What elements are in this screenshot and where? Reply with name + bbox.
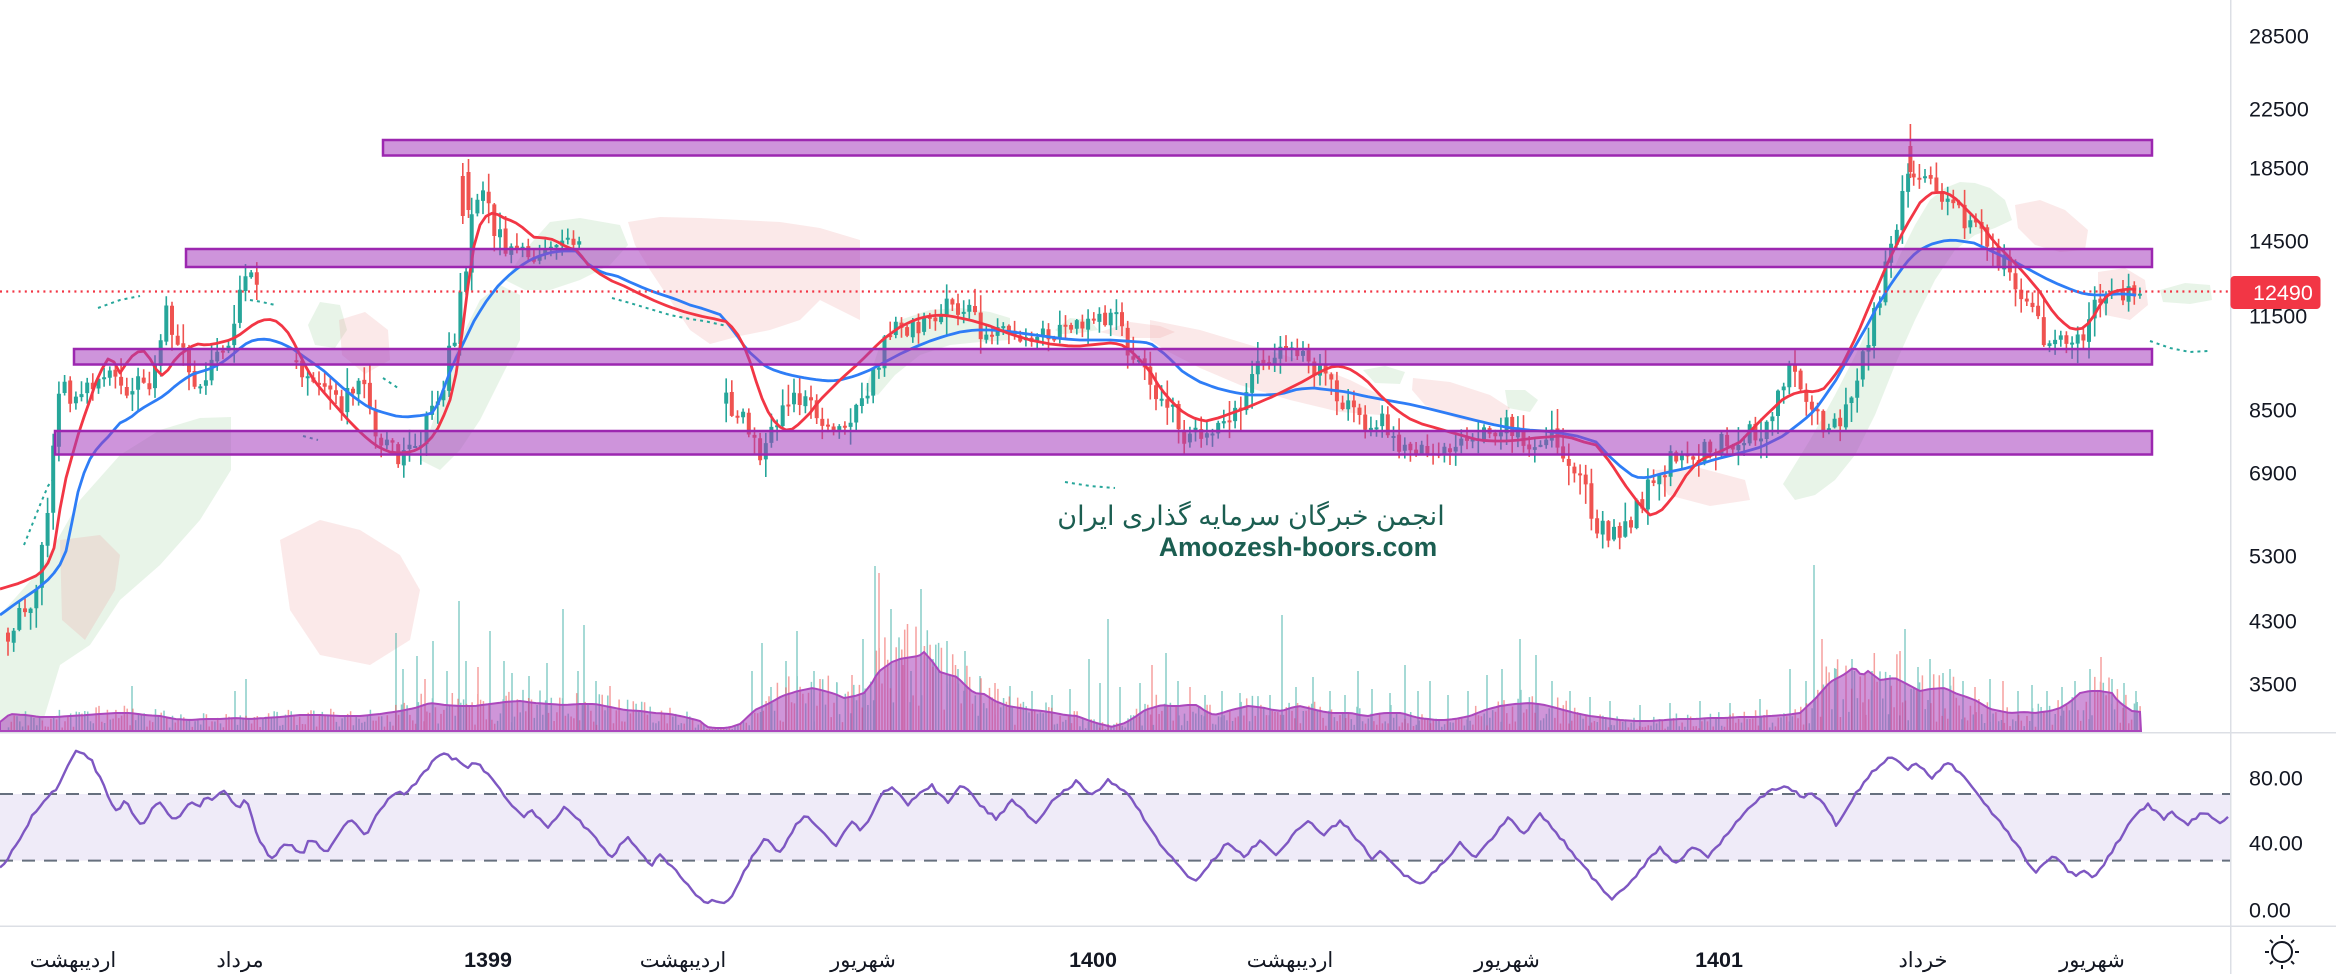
svg-text:شهریور: شهریور (829, 949, 896, 973)
svg-text:12490: 12490 (2253, 281, 2313, 305)
svg-text:اردیبهشت: اردیبهشت (1247, 949, 1334, 973)
svg-text:5300: 5300 (2249, 545, 2297, 569)
svg-text:شهریور: شهریور (1473, 949, 1540, 973)
svg-text:اردیبهشت: اردیبهشت (30, 949, 117, 973)
svg-text:1401: 1401 (1695, 948, 1743, 972)
svg-text:3500: 3500 (2249, 673, 2297, 697)
svg-text:14500: 14500 (2249, 230, 2309, 254)
svg-text:4300: 4300 (2249, 610, 2297, 634)
svg-text:1399: 1399 (464, 948, 512, 972)
svg-text:شهریور: شهریور (2058, 949, 2125, 973)
svg-text:خرداد: خرداد (1898, 949, 1947, 973)
svg-text:1400: 1400 (1069, 948, 1117, 972)
svg-text:0.00: 0.00 (2249, 899, 2291, 923)
svg-text:40.00: 40.00 (2249, 832, 2303, 856)
svg-text:22500: 22500 (2249, 98, 2309, 122)
svg-text:Amoozesh-boors.com: Amoozesh-boors.com (1159, 532, 1437, 562)
svg-text:8500: 8500 (2249, 399, 2297, 423)
svg-text:28500: 28500 (2249, 25, 2309, 49)
svg-text:اردیبهشت: اردیبهشت (640, 949, 727, 973)
svg-text:80.00: 80.00 (2249, 767, 2303, 791)
svg-text:مرداد: مرداد (216, 949, 263, 973)
svg-text:6900: 6900 (2249, 462, 2297, 486)
svg-text:انجمن خبرگان سرمایه گذاری ایرا: انجمن خبرگان سرمایه گذاری ایران (1057, 500, 1444, 532)
svg-text:18500: 18500 (2249, 157, 2309, 181)
